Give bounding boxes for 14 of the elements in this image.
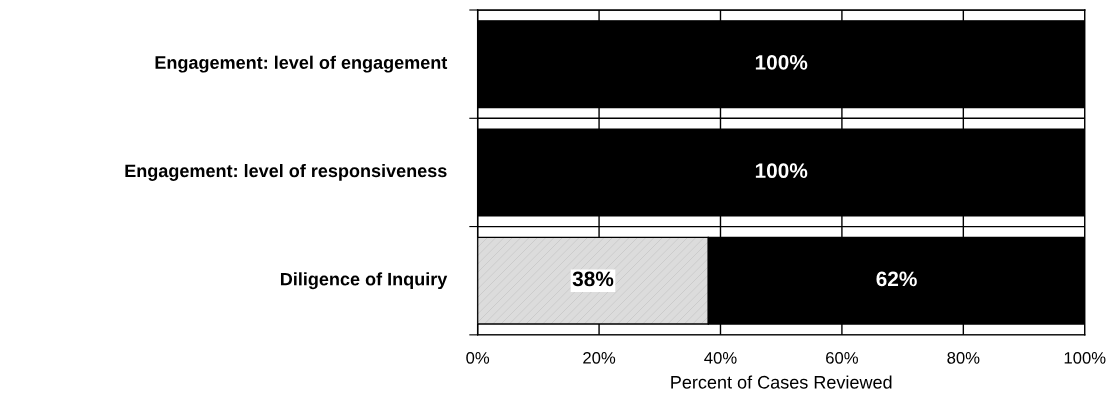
x-tick-label: 80% xyxy=(947,351,980,364)
data-label: 100% xyxy=(755,163,808,179)
data-label: 100% xyxy=(755,54,808,70)
x-tick-label: 60% xyxy=(826,351,858,364)
x-tick-label: 40% xyxy=(704,351,737,364)
y-tick-label: Diligence of Inquiry xyxy=(280,272,448,290)
x-tick-label: 100% xyxy=(1064,351,1106,364)
y-tick-label: Engagement: level of responsiveness xyxy=(125,163,447,181)
x-axis-title: Percent of Cases Reviewed xyxy=(671,375,892,389)
data-label: 38% xyxy=(572,271,614,287)
x-tick-label: 20% xyxy=(583,351,616,364)
data-label: 62% xyxy=(876,271,917,287)
x-tick-label: 0% xyxy=(466,351,490,364)
y-tick-label: Engagement: level of engagement xyxy=(155,55,448,73)
